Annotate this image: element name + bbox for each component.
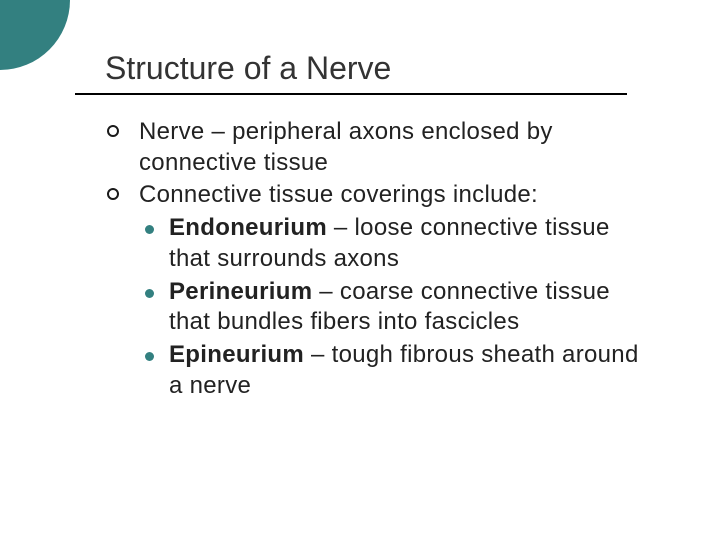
title-underline — [75, 93, 627, 95]
list-item: Nerve – peripheral axons enclosed by con… — [105, 117, 650, 178]
slide-body: Structure of a Nerve Nerve – peripheral … — [0, 0, 720, 540]
slide-title: Structure of a Nerve — [105, 50, 650, 87]
term: Epineurium — [169, 341, 304, 368]
sub-list-item: Epineurium – tough fibrous sheath around… — [139, 340, 650, 401]
sub-list-item: Perineurium – coarse connective tissue t… — [139, 277, 650, 338]
term: Endoneurium — [169, 214, 327, 241]
term: Perineurium — [169, 278, 312, 305]
list-item-text: Connective tissue coverings include: — [139, 181, 538, 208]
list-item: Connective tissue coverings include: End… — [105, 180, 650, 401]
bullet-list: Nerve – peripheral axons enclosed by con… — [105, 117, 650, 401]
sub-bullet-list: Endoneurium – loose connective tissue th… — [139, 213, 650, 401]
sub-list-item: Endoneurium – loose connective tissue th… — [139, 213, 650, 274]
list-item-text: Nerve – peripheral axons enclosed by con… — [139, 118, 553, 176]
